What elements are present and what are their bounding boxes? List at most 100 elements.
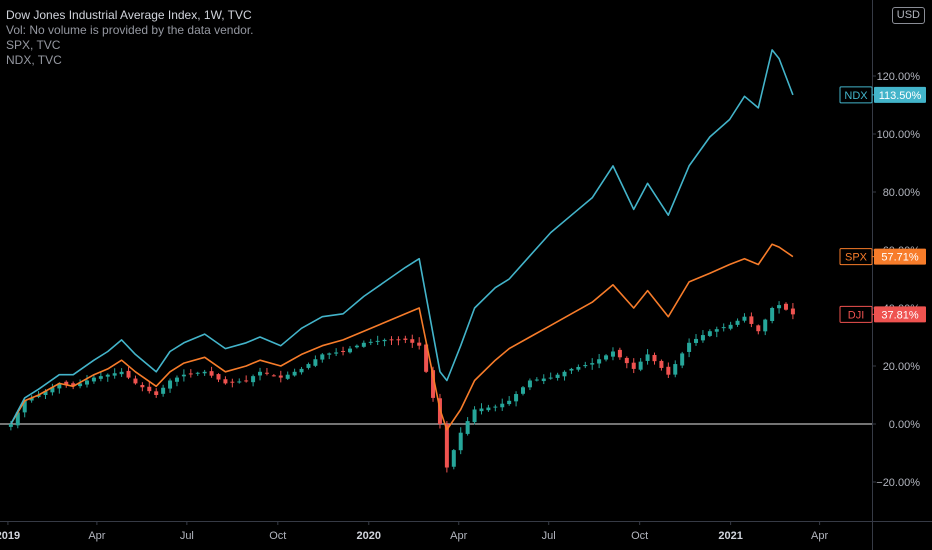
dji-candle-body[interactable]	[285, 374, 290, 379]
dji-candle-body[interactable]	[721, 327, 726, 329]
dji-candle-body[interactable]	[652, 354, 657, 362]
dji-candle-body[interactable]	[36, 395, 41, 397]
dji-candle-body[interactable]	[548, 377, 553, 379]
dji-candle-body[interactable]	[133, 378, 138, 384]
dji-candle-body[interactable]	[527, 380, 532, 388]
dji-candle-body[interactable]	[105, 374, 110, 377]
dji-candle-body[interactable]	[57, 383, 62, 389]
dji-candle-body[interactable]	[43, 391, 48, 396]
dji-candle-body[interactable]	[334, 352, 339, 354]
dji-candle-body[interactable]	[617, 349, 622, 358]
dji-candle-body[interactable]	[770, 308, 775, 321]
dji-candle-body[interactable]	[610, 351, 615, 357]
dji-candle-body[interactable]	[659, 360, 664, 368]
dji-candle-body[interactable]	[783, 303, 788, 310]
dji-candle-body[interactable]	[209, 371, 214, 376]
dji-candle-body[interactable]	[154, 391, 159, 395]
dji-candle-body[interactable]	[458, 432, 463, 451]
dji-candle-body[interactable]	[202, 371, 207, 374]
dji-candle-body[interactable]	[168, 380, 173, 389]
dji-candle-body[interactable]	[624, 357, 629, 364]
dji-candle-body[interactable]	[22, 400, 27, 413]
dji-candle-body[interactable]	[8, 424, 13, 427]
dji-candle-body[interactable]	[85, 380, 90, 385]
dji-candle-body[interactable]	[389, 339, 394, 341]
dji-candle-body[interactable]	[673, 364, 678, 375]
dji-candle-body[interactable]	[714, 329, 719, 332]
dji-candle-body[interactable]	[258, 371, 263, 376]
currency-button[interactable]: USD	[891, 7, 925, 24]
dji-candle-body[interactable]	[479, 408, 484, 412]
dji-candle-body[interactable]	[341, 350, 346, 352]
spx-line[interactable]	[10, 243, 794, 431]
dji-candle-body[interactable]	[493, 406, 498, 408]
dji-candle-body[interactable]	[320, 354, 325, 360]
dji-candle-body[interactable]	[271, 375, 276, 377]
dji-candle-body[interactable]	[417, 342, 422, 346]
dji-candle-body[interactable]	[237, 381, 242, 383]
dji-candle-body[interactable]	[223, 379, 228, 384]
dji-candle-body[interactable]	[98, 376, 103, 379]
dji-candle-body[interactable]	[50, 387, 55, 393]
dji-candle-body[interactable]	[562, 371, 567, 377]
dji-candle-body[interactable]	[680, 353, 685, 366]
dji-candle-body[interactable]	[195, 372, 200, 374]
dji-candle-body[interactable]	[161, 387, 166, 394]
dji-candle-body[interactable]	[368, 341, 373, 343]
dji-candle-body[interactable]	[375, 340, 380, 342]
dji-candle-body[interactable]	[451, 450, 456, 467]
dji-candle-body[interactable]	[347, 348, 352, 353]
dji-candle-body[interactable]	[604, 355, 609, 360]
dji-candle-body[interactable]	[597, 359, 602, 364]
dji-candle-body[interactable]	[576, 366, 581, 370]
legend-compare-ndx[interactable]: NDX, TVC	[6, 53, 62, 67]
dji-candle-body[interactable]	[777, 305, 782, 309]
dji-candle-body[interactable]	[728, 324, 733, 329]
dji-candle-body[interactable]	[735, 320, 740, 325]
dji-candle-body[interactable]	[638, 361, 643, 370]
dji-candle-body[interactable]	[424, 344, 429, 372]
dji-candle-body[interactable]	[569, 368, 574, 371]
dji-candle-body[interactable]	[465, 421, 470, 434]
dji-candle-body[interactable]	[251, 376, 256, 383]
dji-candle-body[interactable]	[410, 339, 415, 343]
dji-candle-body[interactable]	[790, 308, 795, 315]
dji-candle-body[interactable]	[188, 373, 193, 375]
dji-candle-body[interactable]	[126, 370, 131, 378]
dji-candle-body[interactable]	[645, 354, 650, 361]
dji-candle-body[interactable]	[181, 374, 186, 377]
dji-candle-body[interactable]	[71, 383, 76, 387]
dji-candle-body[interactable]	[694, 338, 699, 343]
dji-candle-body[interactable]	[244, 380, 249, 382]
dji-candle-body[interactable]	[91, 377, 96, 382]
dji-candle-body[interactable]	[361, 342, 366, 347]
dji-candle-body[interactable]	[29, 397, 34, 401]
dji-candle-body[interactable]	[396, 339, 401, 341]
legend-main-series[interactable]: Dow Jones Industrial Average Index, 1W, …	[6, 8, 252, 22]
dji-candle-body[interactable]	[64, 381, 69, 385]
dji-candle-body[interactable]	[354, 345, 359, 348]
dji-candle-body[interactable]	[112, 373, 117, 376]
dji-candle-body[interactable]	[583, 365, 588, 367]
dji-candle-body[interactable]	[507, 400, 512, 405]
dji-candle-body[interactable]	[749, 316, 754, 324]
dji-candle-body[interactable]	[140, 384, 145, 388]
dji-candle-body[interactable]	[534, 379, 539, 381]
dji-candle-body[interactable]	[15, 412, 20, 426]
dji-candle-body[interactable]	[119, 371, 124, 375]
dji-candle-body[interactable]	[555, 374, 560, 378]
dji-candle-body[interactable]	[230, 381, 235, 383]
dji-candle-body[interactable]	[292, 371, 297, 376]
dji-candle-body[interactable]	[700, 335, 705, 341]
dji-candle-body[interactable]	[631, 362, 636, 369]
dji-candle-body[interactable]	[327, 353, 332, 355]
dji-candle-body[interactable]	[514, 394, 519, 402]
dji-candle-body[interactable]	[431, 370, 436, 398]
ndx-line[interactable]	[10, 49, 794, 425]
dji-candle-body[interactable]	[541, 378, 546, 382]
dji-candle-body[interactable]	[756, 325, 761, 332]
dji-candle-body[interactable]	[403, 338, 408, 340]
legend-compare-spx[interactable]: SPX, TVC	[6, 38, 61, 52]
dji-candle-body[interactable]	[264, 372, 269, 374]
dji-candle-body[interactable]	[78, 383, 83, 387]
